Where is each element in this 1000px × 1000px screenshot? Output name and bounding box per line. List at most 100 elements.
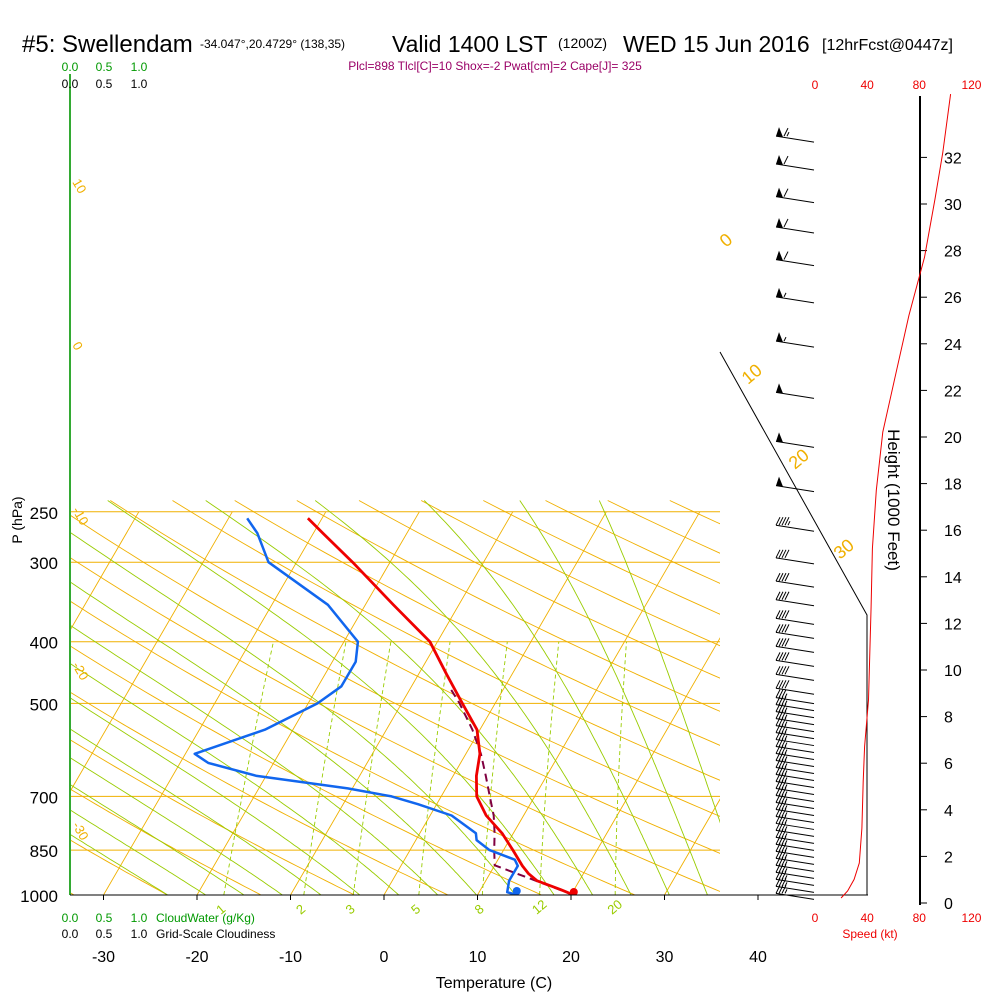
wind-barb-full bbox=[784, 516, 790, 526]
temperature-axis-label: Temperature (C) bbox=[436, 975, 552, 992]
speed-tick-bottom: 80 bbox=[913, 911, 927, 925]
wind-barb bbox=[775, 287, 815, 304]
moist-adiabat-line bbox=[70, 697, 361, 895]
wind-barb-full bbox=[778, 731, 784, 740]
moist-adiabat-line bbox=[70, 531, 516, 895]
wind-barb-full bbox=[778, 610, 784, 619]
wind-barb-full bbox=[783, 127, 789, 137]
wind-barb-full bbox=[775, 689, 781, 698]
cloud-water-tick-top: 1.0 bbox=[131, 60, 148, 74]
wind-barb-full bbox=[778, 624, 784, 633]
wind-barb bbox=[775, 745, 815, 761]
wind-barb bbox=[775, 383, 815, 399]
wind-barb bbox=[775, 516, 815, 532]
wind-barb-full bbox=[783, 251, 789, 260]
wind-barb-staff bbox=[775, 673, 815, 681]
isotherm-line bbox=[664, 798, 720, 895]
wind-barb-flag bbox=[776, 155, 783, 166]
wind-barb-staff bbox=[775, 801, 815, 809]
dry-adiabat-line bbox=[70, 645, 543, 895]
wind-barb bbox=[775, 624, 815, 639]
wind-barb-full bbox=[778, 680, 784, 689]
wind-barb bbox=[775, 250, 815, 267]
wind-barb-staff bbox=[775, 226, 815, 234]
wind-barb-staff bbox=[775, 711, 815, 719]
wind-barb bbox=[775, 710, 815, 726]
cloud-water-tick-bottom: 1.0 bbox=[131, 911, 148, 925]
wind-barb-half bbox=[783, 336, 787, 342]
wind-barb bbox=[775, 549, 815, 565]
wind-barb-staff bbox=[775, 885, 815, 893]
moist-adiabat-line bbox=[107, 500, 555, 895]
wind-barb-flag bbox=[776, 127, 783, 138]
wind-barb-full bbox=[781, 549, 787, 559]
wind-barb-full bbox=[778, 829, 784, 838]
wind-barb-full bbox=[784, 591, 790, 600]
wind-barb-half bbox=[784, 721, 788, 726]
wind-barb-half bbox=[784, 791, 788, 796]
mixing-ratio-line bbox=[352, 641, 392, 895]
wind-barb bbox=[775, 187, 815, 204]
wind-barb bbox=[775, 476, 815, 493]
wind-barb-full bbox=[778, 638, 784, 647]
wind-barb-staff bbox=[775, 746, 815, 754]
wind-barb-full bbox=[784, 624, 790, 633]
wind-barb-half bbox=[784, 735, 788, 740]
station-title: #5: Swellendam bbox=[22, 31, 193, 58]
wind-barb-half bbox=[784, 882, 788, 887]
temperature-tick-label: 20 bbox=[562, 949, 580, 966]
wind-barb bbox=[775, 829, 815, 844]
wind-barb-full bbox=[778, 850, 784, 859]
wind-barb-half bbox=[784, 700, 788, 705]
wind-barb-full bbox=[784, 680, 790, 689]
wind-barb-full bbox=[784, 652, 790, 661]
wind-barb-full bbox=[781, 610, 787, 619]
wind-barb-full bbox=[784, 638, 790, 647]
wind-barb-flag bbox=[776, 217, 783, 228]
wind-barb-staff bbox=[775, 296, 815, 304]
wind-barb bbox=[775, 638, 815, 653]
wind-barb-half bbox=[783, 292, 787, 298]
wind-barb bbox=[775, 836, 815, 851]
wind-barb-full bbox=[778, 815, 784, 824]
moist-adiabat-line bbox=[598, 500, 720, 824]
wind-barb-half bbox=[786, 131, 790, 137]
wind-barb-half bbox=[784, 812, 788, 817]
wind-barb bbox=[775, 857, 815, 872]
cloud-water-tick-top: 0.5 bbox=[96, 60, 113, 74]
wind-barb-staff bbox=[775, 196, 815, 204]
wind-barb-full bbox=[783, 218, 789, 228]
moist-adiabat-line bbox=[314, 500, 632, 895]
moist-adiabat-line bbox=[70, 624, 439, 895]
wind-barb bbox=[775, 332, 815, 348]
wind-barb-full bbox=[781, 752, 787, 761]
dewpoint-trace bbox=[193, 517, 520, 895]
height-tick-label: 16 bbox=[944, 523, 962, 540]
wind-barb-full bbox=[778, 652, 784, 661]
wind-barb-full bbox=[781, 516, 787, 526]
wind-barb-full bbox=[781, 731, 787, 740]
wind-barb-full bbox=[778, 549, 784, 559]
wind-barb-full bbox=[778, 808, 784, 817]
wind-barb-full bbox=[781, 680, 787, 689]
wind-barb-full bbox=[778, 738, 784, 747]
dry-adiabat-line bbox=[732, 501, 1000, 909]
speed-axis-label: Speed (kt) bbox=[842, 927, 897, 941]
speed-tick-bottom: 0 bbox=[812, 911, 819, 925]
wind-barb-staff bbox=[775, 617, 815, 625]
wind-barb-flag bbox=[776, 432, 783, 443]
wind-barb-staff bbox=[775, 599, 815, 607]
wind-barb bbox=[775, 885, 815, 900]
isotherm-line bbox=[196, 511, 420, 895]
wind-barb-staff bbox=[775, 391, 815, 399]
wind-barb-full bbox=[781, 829, 787, 838]
wind-barb-staff bbox=[775, 524, 815, 532]
cloudiness-tick-bottom: 0.0 bbox=[62, 927, 79, 941]
mixing-ratio-label: 2 bbox=[293, 901, 308, 917]
wind-barb-full bbox=[775, 638, 781, 647]
wind-barb-staff bbox=[775, 340, 815, 348]
wind-barb-full bbox=[781, 759, 787, 768]
wind-barb-full bbox=[781, 878, 787, 887]
dry-adiabat-line bbox=[172, 500, 720, 781]
wind-barb-full bbox=[781, 801, 787, 810]
